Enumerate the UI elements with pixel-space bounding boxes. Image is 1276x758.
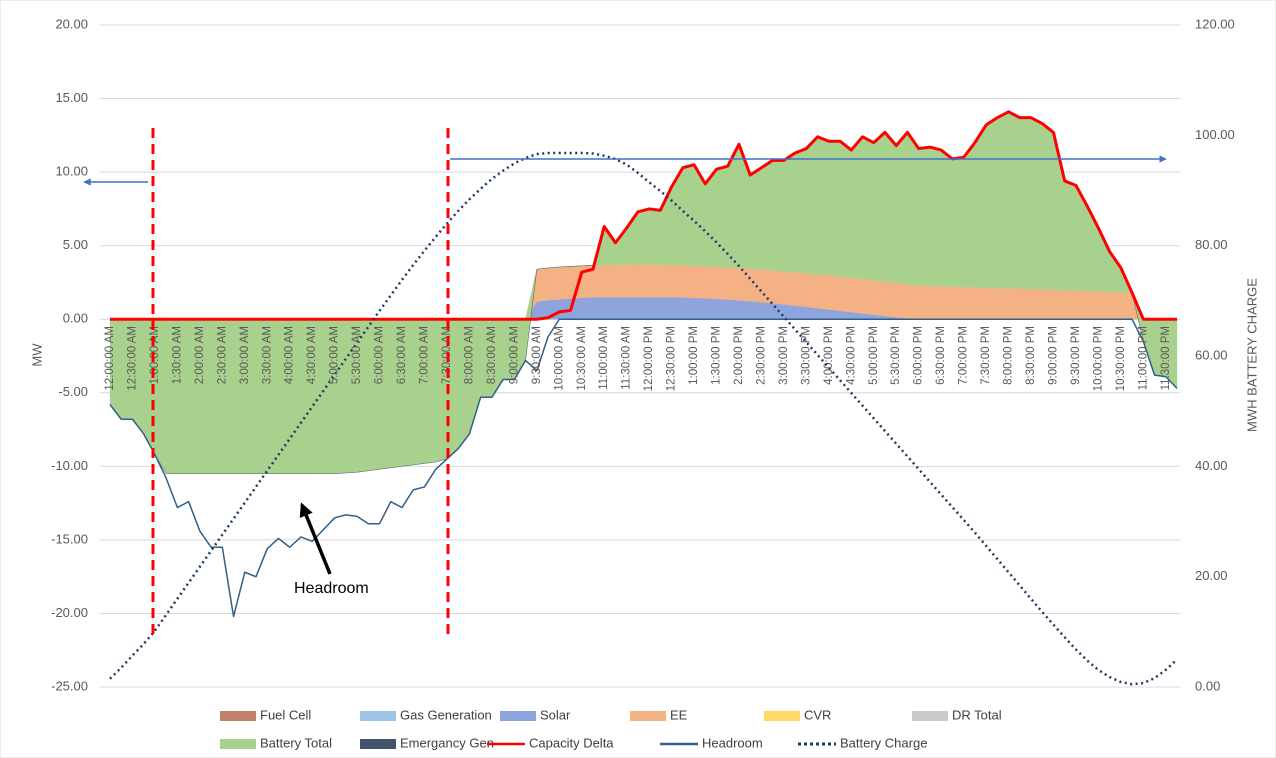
x-tick-label: 12:30:00 PM	[666, 326, 678, 391]
y2-axis-label: MWH BATTERY CHARGE	[1244, 278, 1259, 432]
y2-tick-label: 40.00	[1195, 458, 1228, 473]
y-tick-label: 0.00	[63, 311, 88, 326]
annotation-layer: Headroom	[83, 128, 1167, 634]
y-tick-label: -15.00	[51, 531, 88, 546]
x-tick-label: 11:00:00 AM	[598, 326, 610, 390]
legend-swatch	[360, 711, 396, 721]
legend-label: Gas Generation	[400, 707, 492, 722]
x-tick-label: 2:00:00 AM	[194, 326, 206, 384]
legend-swatch	[220, 739, 256, 749]
x-tick-label: 7:00:00 AM	[419, 326, 431, 384]
x-tick-label: 5:00:00 AM	[329, 326, 341, 384]
x-tick-label: 2:00:00 PM	[733, 326, 745, 385]
x-tick-label: 1:30:00 PM	[711, 326, 723, 385]
x-tick-label: 9:30:00 PM	[1070, 326, 1082, 385]
x-tick-label: 3:30:00 AM	[261, 326, 273, 384]
y2-tick-label: 60.00	[1195, 347, 1228, 362]
line	[109, 318, 1178, 618]
y2-tick-label: 120.00	[1195, 16, 1235, 31]
x-tick-label: 8:30:00 AM	[486, 326, 498, 384]
x-tick-label: 8:00:00 PM	[1003, 326, 1015, 385]
y2-tick-label: 80.00	[1195, 237, 1228, 252]
x-tick-label: 4:00:00 AM	[284, 326, 296, 384]
line	[110, 110, 1177, 321]
legend-swatch	[220, 711, 256, 721]
x-tick-label: 1:00:00 AM	[149, 326, 161, 384]
y-tick-label: 5.00	[63, 237, 88, 252]
x-tick-label: 9:00:00 AM	[508, 326, 520, 384]
x-tick-label: 11:30:00 AM	[621, 326, 633, 390]
x-tick-label: 10:30:00 PM	[1115, 326, 1127, 391]
x-tick-label: 5:30:00 AM	[351, 326, 363, 384]
legend-swatch	[764, 711, 800, 721]
x-tick-label: 3:30:00 PM	[800, 326, 812, 385]
legend-label: CVR	[804, 707, 831, 722]
legend-label: Battery Total	[260, 735, 332, 750]
legend-swatch	[630, 711, 666, 721]
y-axis-label: MW	[29, 343, 44, 367]
x-tick-label: 7:00:00 PM	[958, 326, 970, 385]
legend-label: DR Total	[952, 707, 1002, 722]
x-tick-label: 7:30:00 PM	[980, 326, 992, 385]
x-tick-label: 9:00:00 PM	[1047, 326, 1059, 385]
y-tick-label: -10.00	[51, 458, 88, 473]
x-tick-label: 12:00:00 AM	[104, 326, 116, 391]
x-tick-label: 10:30:00 AM	[576, 326, 588, 391]
x-tick-label: 2:30:00 PM	[755, 326, 767, 385]
x-tick-label: 3:00:00 PM	[778, 326, 790, 385]
y2-tick-label: 100.00	[1195, 127, 1235, 142]
y-tick-label: -5.00	[58, 384, 88, 399]
y-tick-label: 10.00	[55, 164, 88, 179]
y-tick-label: 20.00	[55, 16, 88, 31]
annotation-arrow	[299, 502, 332, 575]
x-tick-label: 4:30:00 AM	[306, 326, 318, 384]
x-tick-label: 5:00:00 PM	[868, 326, 880, 385]
legend-label: Fuel Cell	[260, 707, 311, 722]
legend-label: Solar	[540, 707, 571, 722]
x-tick-label: 10:00:00 AM	[553, 326, 565, 391]
x-tick-label: 10:00:00 PM	[1092, 326, 1104, 391]
x-tick-label: 6:30:00 PM	[935, 326, 947, 385]
x-tick-label: 2:30:00 AM	[216, 326, 228, 384]
legend-label: EE	[670, 707, 688, 722]
annotation: Headroom	[294, 580, 369, 597]
y-tick-label: 15.00	[55, 90, 88, 105]
x-tick-label: 8:30:00 PM	[1025, 326, 1037, 385]
x-tick-label: 6:30:00 AM	[396, 326, 408, 384]
y-tick-label: -25.00	[51, 678, 88, 693]
x-tick-label: 5:30:00 PM	[890, 326, 902, 385]
x-tick-label: 9:30:00 AM	[531, 326, 543, 384]
x-tick-label: 12:30:00 AM	[126, 326, 138, 391]
x-tick-label: 6:00:00 AM	[374, 326, 386, 384]
x-tick-label: 6:00:00 PM	[913, 326, 925, 385]
y2-tick-label: 20.00	[1195, 568, 1228, 583]
legend-label: Capacity Delta	[529, 735, 614, 750]
x-tick-label: 11:30:00 PM	[1160, 326, 1172, 390]
y-tick-label: -20.00	[51, 605, 88, 620]
legend-label: Headroom	[702, 735, 763, 750]
x-tick-label: 4:30:00 PM	[845, 326, 857, 385]
legend-swatch	[500, 711, 536, 721]
legend-label: Emergancy Gen	[400, 735, 494, 750]
x-tick-label: 3:00:00 AM	[239, 326, 251, 384]
x-tick-label: 8:00:00 AM	[463, 326, 475, 384]
legend-swatch	[912, 711, 948, 721]
x-tick-label: 11:00:00 PM	[1137, 326, 1149, 390]
x-tick-label: 1:30:00 AM	[171, 326, 183, 384]
legend-swatch	[360, 739, 396, 749]
x-tick-label: 1:00:00 PM	[688, 326, 700, 385]
x-tick-label: 4:00:00 PM	[823, 326, 835, 385]
legend-label: Battery Charge	[840, 735, 927, 750]
x-tick-label: 12:00:00 PM	[643, 326, 655, 391]
y2-tick-label: 0.00	[1195, 678, 1220, 693]
line	[109, 151, 1178, 686]
